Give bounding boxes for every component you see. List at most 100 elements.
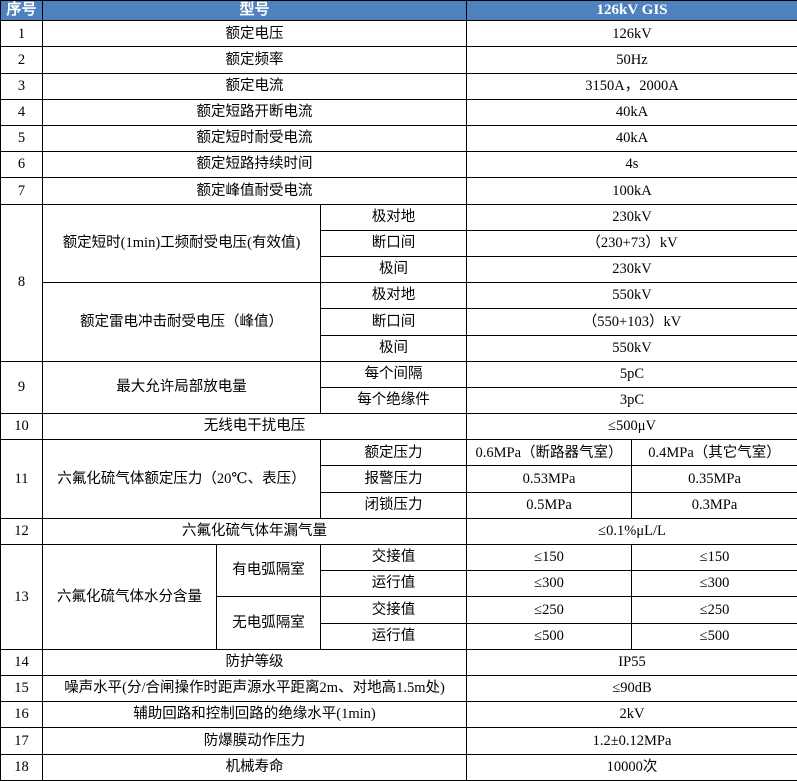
row-index: 18 xyxy=(0,753,43,781)
table-row: 断口间 （230+73）kV xyxy=(1,229,797,257)
table-row: 12 六氟化硫气体年漏气量 ≤0.1%μL/L xyxy=(0,517,797,546)
table-row: 运行值 ≤300 ≤300 xyxy=(1,570,797,598)
row-value-a: 0.53MPa xyxy=(466,465,632,493)
row-value-b: ≤500 xyxy=(630,622,797,650)
row-label: 六氟化硫气体额定压力（20℃、表压） xyxy=(42,439,321,519)
row-index: 10 xyxy=(0,413,43,441)
row-index: 8 xyxy=(0,203,43,362)
table-row: 极间 230kV xyxy=(1,255,797,284)
table-row: 7 额定峰值耐受电流 100kA xyxy=(0,177,797,205)
table-row: 8 额定短时(1min)工频耐受电压(有效值) 极对地 230kV xyxy=(0,203,797,362)
row-index: 9 xyxy=(0,360,43,415)
row-label: 六氟化硫气体年漏气量 xyxy=(42,517,467,546)
row-value: 3pC xyxy=(465,386,797,415)
row-label: 最大允许局部放电量 xyxy=(42,360,321,415)
row-value: （550+103）kV xyxy=(465,308,797,336)
row-label: 辅助回路和控制回路的绝缘水平(1min) xyxy=(42,701,467,729)
row-index: 16 xyxy=(0,701,43,729)
row-value: （230+73）kV xyxy=(465,229,797,257)
row-index: 13 xyxy=(0,544,43,650)
row-value-a: ≤300 xyxy=(466,570,632,598)
table-row: 17 防爆膜动作压力 1.2±0.12MPa xyxy=(0,727,797,755)
row-index: 6 xyxy=(0,151,43,179)
row-label: 额定短路持续时间 xyxy=(42,151,467,179)
row-index: 17 xyxy=(0,727,43,755)
row-index: 4 xyxy=(0,98,43,127)
row-label-group: 额定短时(1min)工频耐受电压(有效值) xyxy=(42,203,321,284)
table-row: 10 无线电干扰电压 ≤500μV xyxy=(0,413,797,441)
row-value: 4s xyxy=(465,151,797,179)
row-label: 噪声水平(分/合闸操作时距声源水平距离2m、对地高1.5m处) xyxy=(42,674,467,703)
row-label-group: 额定雷电冲击耐受电压（峰值） xyxy=(42,282,321,362)
row-value-b: 0.3MPa xyxy=(630,491,797,519)
row-value-a: ≤150 xyxy=(466,543,632,572)
row-value-b: ≤300 xyxy=(630,570,797,598)
row-label: 机械寿命 xyxy=(42,753,467,781)
row-sublabel: 报警压力 xyxy=(320,465,467,493)
table-row: 运行值 ≤500 ≤500 xyxy=(1,622,797,650)
row-chamber: 无电弧隔室 xyxy=(216,596,321,650)
table-row: 11 六氟化硫气体额定压力（20℃、表压） 额定压力 0.6MPa（断路器气室）… xyxy=(0,439,797,519)
row-value: 2kV xyxy=(465,701,797,729)
row-sublabel: 交接值 xyxy=(320,596,467,624)
table-row: 2 额定频率 50Hz xyxy=(0,46,797,74)
table-row: 14 防护等级 IP55 xyxy=(0,648,797,676)
row-sublabel: 额定压力 xyxy=(320,439,467,467)
table-row: 9 最大允许局部放电量 每个间隔 5pC xyxy=(0,360,797,415)
row-label: 额定峰值耐受电流 xyxy=(42,177,467,205)
table-row: 断口间 （550+103）kV xyxy=(1,308,797,336)
table-row: 额定雷电冲击耐受电压（峰值） 极对地 550kV xyxy=(1,282,797,362)
row-value-a: ≤500 xyxy=(466,622,632,650)
row-sublabel: 极间 xyxy=(320,255,467,284)
row-value-b: 0.4MPa（其它气室） xyxy=(630,439,797,467)
row-value: 40kA xyxy=(465,124,797,153)
row-sublabel: 每个绝缘件 xyxy=(320,386,467,415)
table-row: 极间 550kV xyxy=(1,334,797,362)
row-value: 230kV xyxy=(465,255,797,284)
row-sublabel: 运行值 xyxy=(320,622,467,650)
table-header-row: 序号 型号 126kV GIS xyxy=(0,0,797,22)
row-index: 15 xyxy=(0,674,43,703)
row-sublabel: 极对地 xyxy=(320,203,467,231)
row-value: 100kA xyxy=(465,177,797,205)
row-value: 230kV xyxy=(465,203,797,231)
row-value: 550kV xyxy=(465,282,797,310)
table-row: 13 六氟化硫气体水分含量 有电弧隔室 交接值 ≤150 ≤150 xyxy=(0,543,797,650)
table-row: 5 额定短时耐受电流 40kA xyxy=(0,124,797,153)
row-index: 5 xyxy=(0,124,43,153)
row-value: ≤0.1%μL/L xyxy=(465,517,797,546)
row-label: 额定短时耐受电流 xyxy=(42,124,467,153)
row-sublabel: 每个间隔 xyxy=(320,360,467,388)
row-index: 2 xyxy=(0,46,43,74)
row-label: 额定电流 xyxy=(42,72,467,100)
row-value: 1.2±0.12MPa xyxy=(465,727,797,755)
row-value-b: 0.35MPa xyxy=(630,465,797,493)
header-spec: 126kV GIS xyxy=(465,0,797,22)
table-row: 6 额定短路持续时间 4s xyxy=(0,151,797,179)
row-sublabel: 断口间 xyxy=(320,308,467,336)
row-sublabel: 极对地 xyxy=(320,282,467,310)
row-label: 额定电压 xyxy=(42,20,467,48)
row-label: 额定频率 xyxy=(42,46,467,74)
row-index: 11 xyxy=(0,439,43,519)
row-value: IP55 xyxy=(465,648,797,676)
row-value-b: ≤250 xyxy=(630,596,797,624)
row-value-a: 0.6MPa（断路器气室） xyxy=(466,439,632,467)
row-value: 3150A，2000A xyxy=(465,72,797,100)
table-row: 闭锁压力 0.5MPa 0.3MPa xyxy=(1,491,797,519)
row-value: ≤500μV xyxy=(465,413,797,441)
row-value: 126kV xyxy=(465,20,797,48)
header-index: 序号 xyxy=(0,0,43,22)
row-label: 六氟化硫气体水分含量 xyxy=(42,544,217,650)
row-label: 额定短路开断电流 xyxy=(42,98,467,127)
table-row: 1 额定电压 126kV xyxy=(0,20,797,48)
row-value: 5pC xyxy=(465,360,797,388)
row-index: 3 xyxy=(0,72,43,100)
row-index: 7 xyxy=(0,177,43,205)
row-sublabel: 交接值 xyxy=(320,543,467,572)
row-value: 10000次 xyxy=(465,753,797,781)
row-index: 14 xyxy=(0,648,43,676)
row-sublabel: 运行值 xyxy=(320,570,467,598)
row-sublabel: 闭锁压力 xyxy=(320,491,467,519)
